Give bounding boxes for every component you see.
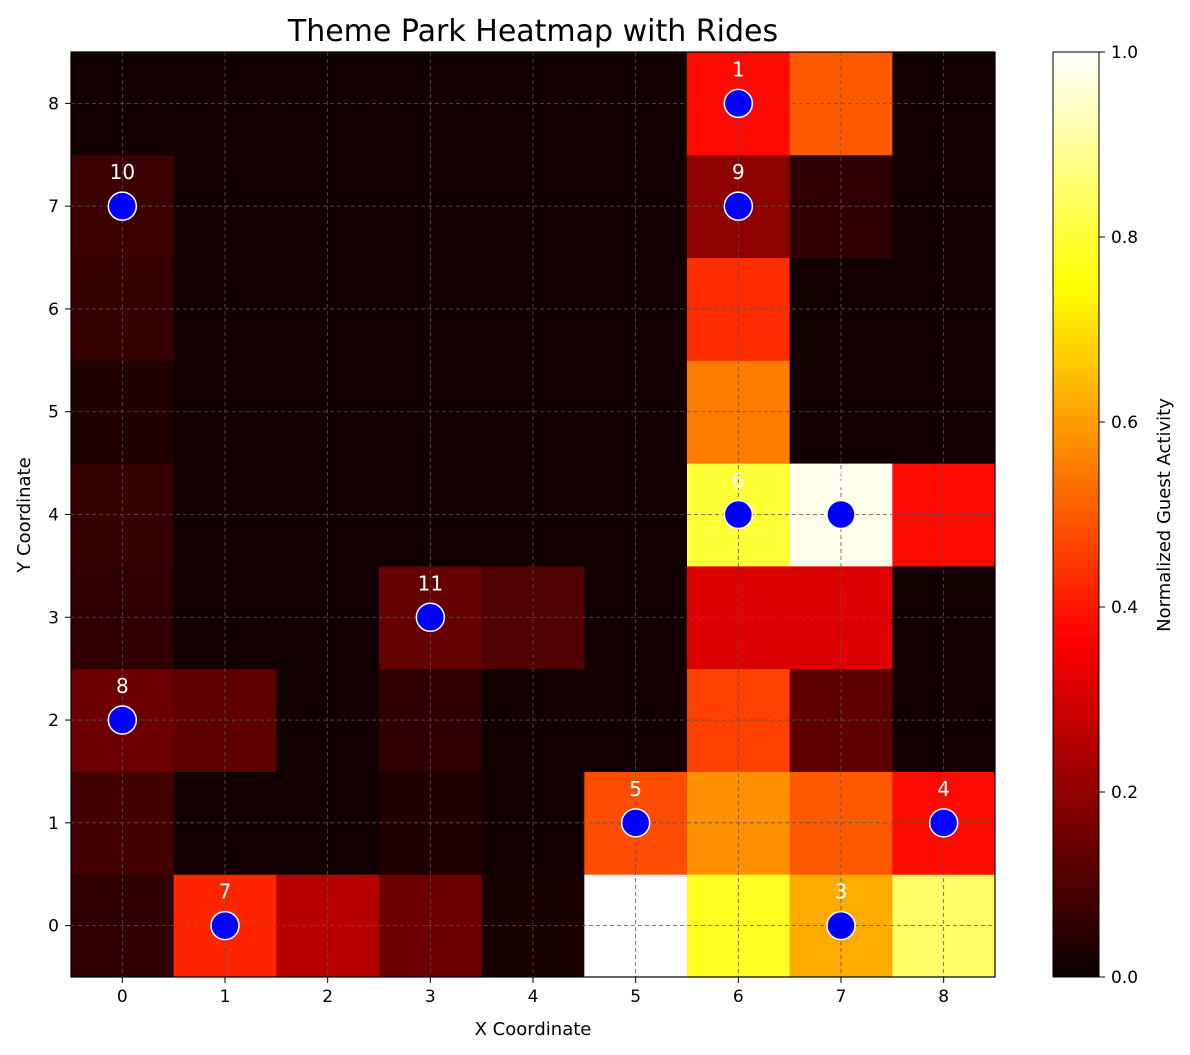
y-tick-label: 4 xyxy=(48,506,59,526)
ride-label: 10 xyxy=(110,160,135,184)
x-tick-label: 0 xyxy=(117,987,128,1007)
ride-label: 3 xyxy=(835,880,848,904)
x-axis-label: X Coordinate xyxy=(475,1019,592,1040)
heatmap-cell xyxy=(892,257,996,361)
ride-label: 9 xyxy=(732,160,745,184)
x-axis-ticks: 0 1 2 3 4 5 6 7 8 xyxy=(117,977,949,1007)
ride-label: 2 xyxy=(835,469,848,493)
ride-label: 11 xyxy=(418,571,443,595)
x-tick-label: 6 xyxy=(733,987,744,1007)
ride-marker xyxy=(107,705,138,735)
ride-marker xyxy=(723,499,754,530)
ride-label: 4 xyxy=(937,777,950,801)
heatmap-cell xyxy=(892,565,996,670)
ride-marker xyxy=(620,808,651,838)
y-tick-label: 7 xyxy=(48,197,59,217)
x-tick-label: 2 xyxy=(322,987,333,1007)
heatmap-cell xyxy=(584,565,688,670)
x-tick-label: 5 xyxy=(630,987,641,1007)
ride-marker xyxy=(415,602,446,633)
heatmap-cell xyxy=(584,874,688,978)
ride-marker xyxy=(826,910,856,941)
ride-label: 7 xyxy=(219,880,232,904)
ride-markers: 1 2 3 4 5 6 7 8 9 10 11 xyxy=(107,57,959,941)
x-tick-label: 3 xyxy=(425,987,436,1007)
x-tick-label: 7 xyxy=(836,987,847,1007)
x-tick-label: 1 xyxy=(220,987,231,1007)
ride-label: 6 xyxy=(732,469,745,493)
ride-label: 5 xyxy=(629,777,642,801)
ride-marker xyxy=(928,808,959,838)
colorbar-label: Normalized Guest Activity xyxy=(1154,398,1175,632)
ride-marker xyxy=(723,88,754,119)
heatmap-cell xyxy=(276,874,380,978)
heatmap-cell xyxy=(892,874,996,978)
ride-label: 1 xyxy=(732,57,745,81)
colorbar xyxy=(1052,51,1100,978)
y-axis-ticks: 0 1 2 3 4 5 6 7 8 xyxy=(48,94,71,937)
y-tick-label: 8 xyxy=(48,94,59,114)
colorbar-tick-label: 0.8 xyxy=(1111,228,1138,248)
chart-title: Theme Park Heatmap with Rides xyxy=(287,14,778,49)
y-tick-label: 2 xyxy=(48,711,59,731)
y-tick-label: 0 xyxy=(48,917,59,937)
heatmap-cell xyxy=(584,257,688,361)
ride-marker xyxy=(210,910,240,941)
ride-marker xyxy=(107,191,138,221)
x-tick-label: 8 xyxy=(938,987,949,1007)
ride-label: 8 xyxy=(116,674,129,698)
y-tick-label: 3 xyxy=(48,608,59,628)
y-tick-label: 1 xyxy=(48,814,59,834)
heatmap-cell xyxy=(276,565,380,670)
y-tick-label: 6 xyxy=(48,300,59,320)
colorbar-tick-label: 1.0 xyxy=(1111,43,1138,63)
ride-marker xyxy=(826,499,856,530)
colorbar-tick-label: 0.6 xyxy=(1111,413,1138,433)
grid-lines xyxy=(71,52,995,977)
y-axis-label: Y Coordinate xyxy=(14,457,35,573)
colorbar-tick-label: 0.0 xyxy=(1111,968,1138,988)
heatmap-cell xyxy=(276,257,380,361)
y-tick-label: 5 xyxy=(48,403,59,423)
colorbar-ticks: 0.0 0.2 0.4 0.6 0.8 1.0 xyxy=(1099,43,1138,988)
colorbar-tick-label: 0.2 xyxy=(1111,783,1138,803)
ride-marker xyxy=(723,191,754,221)
x-tick-label: 4 xyxy=(528,987,539,1007)
colorbar-tick-label: 0.4 xyxy=(1111,598,1138,618)
